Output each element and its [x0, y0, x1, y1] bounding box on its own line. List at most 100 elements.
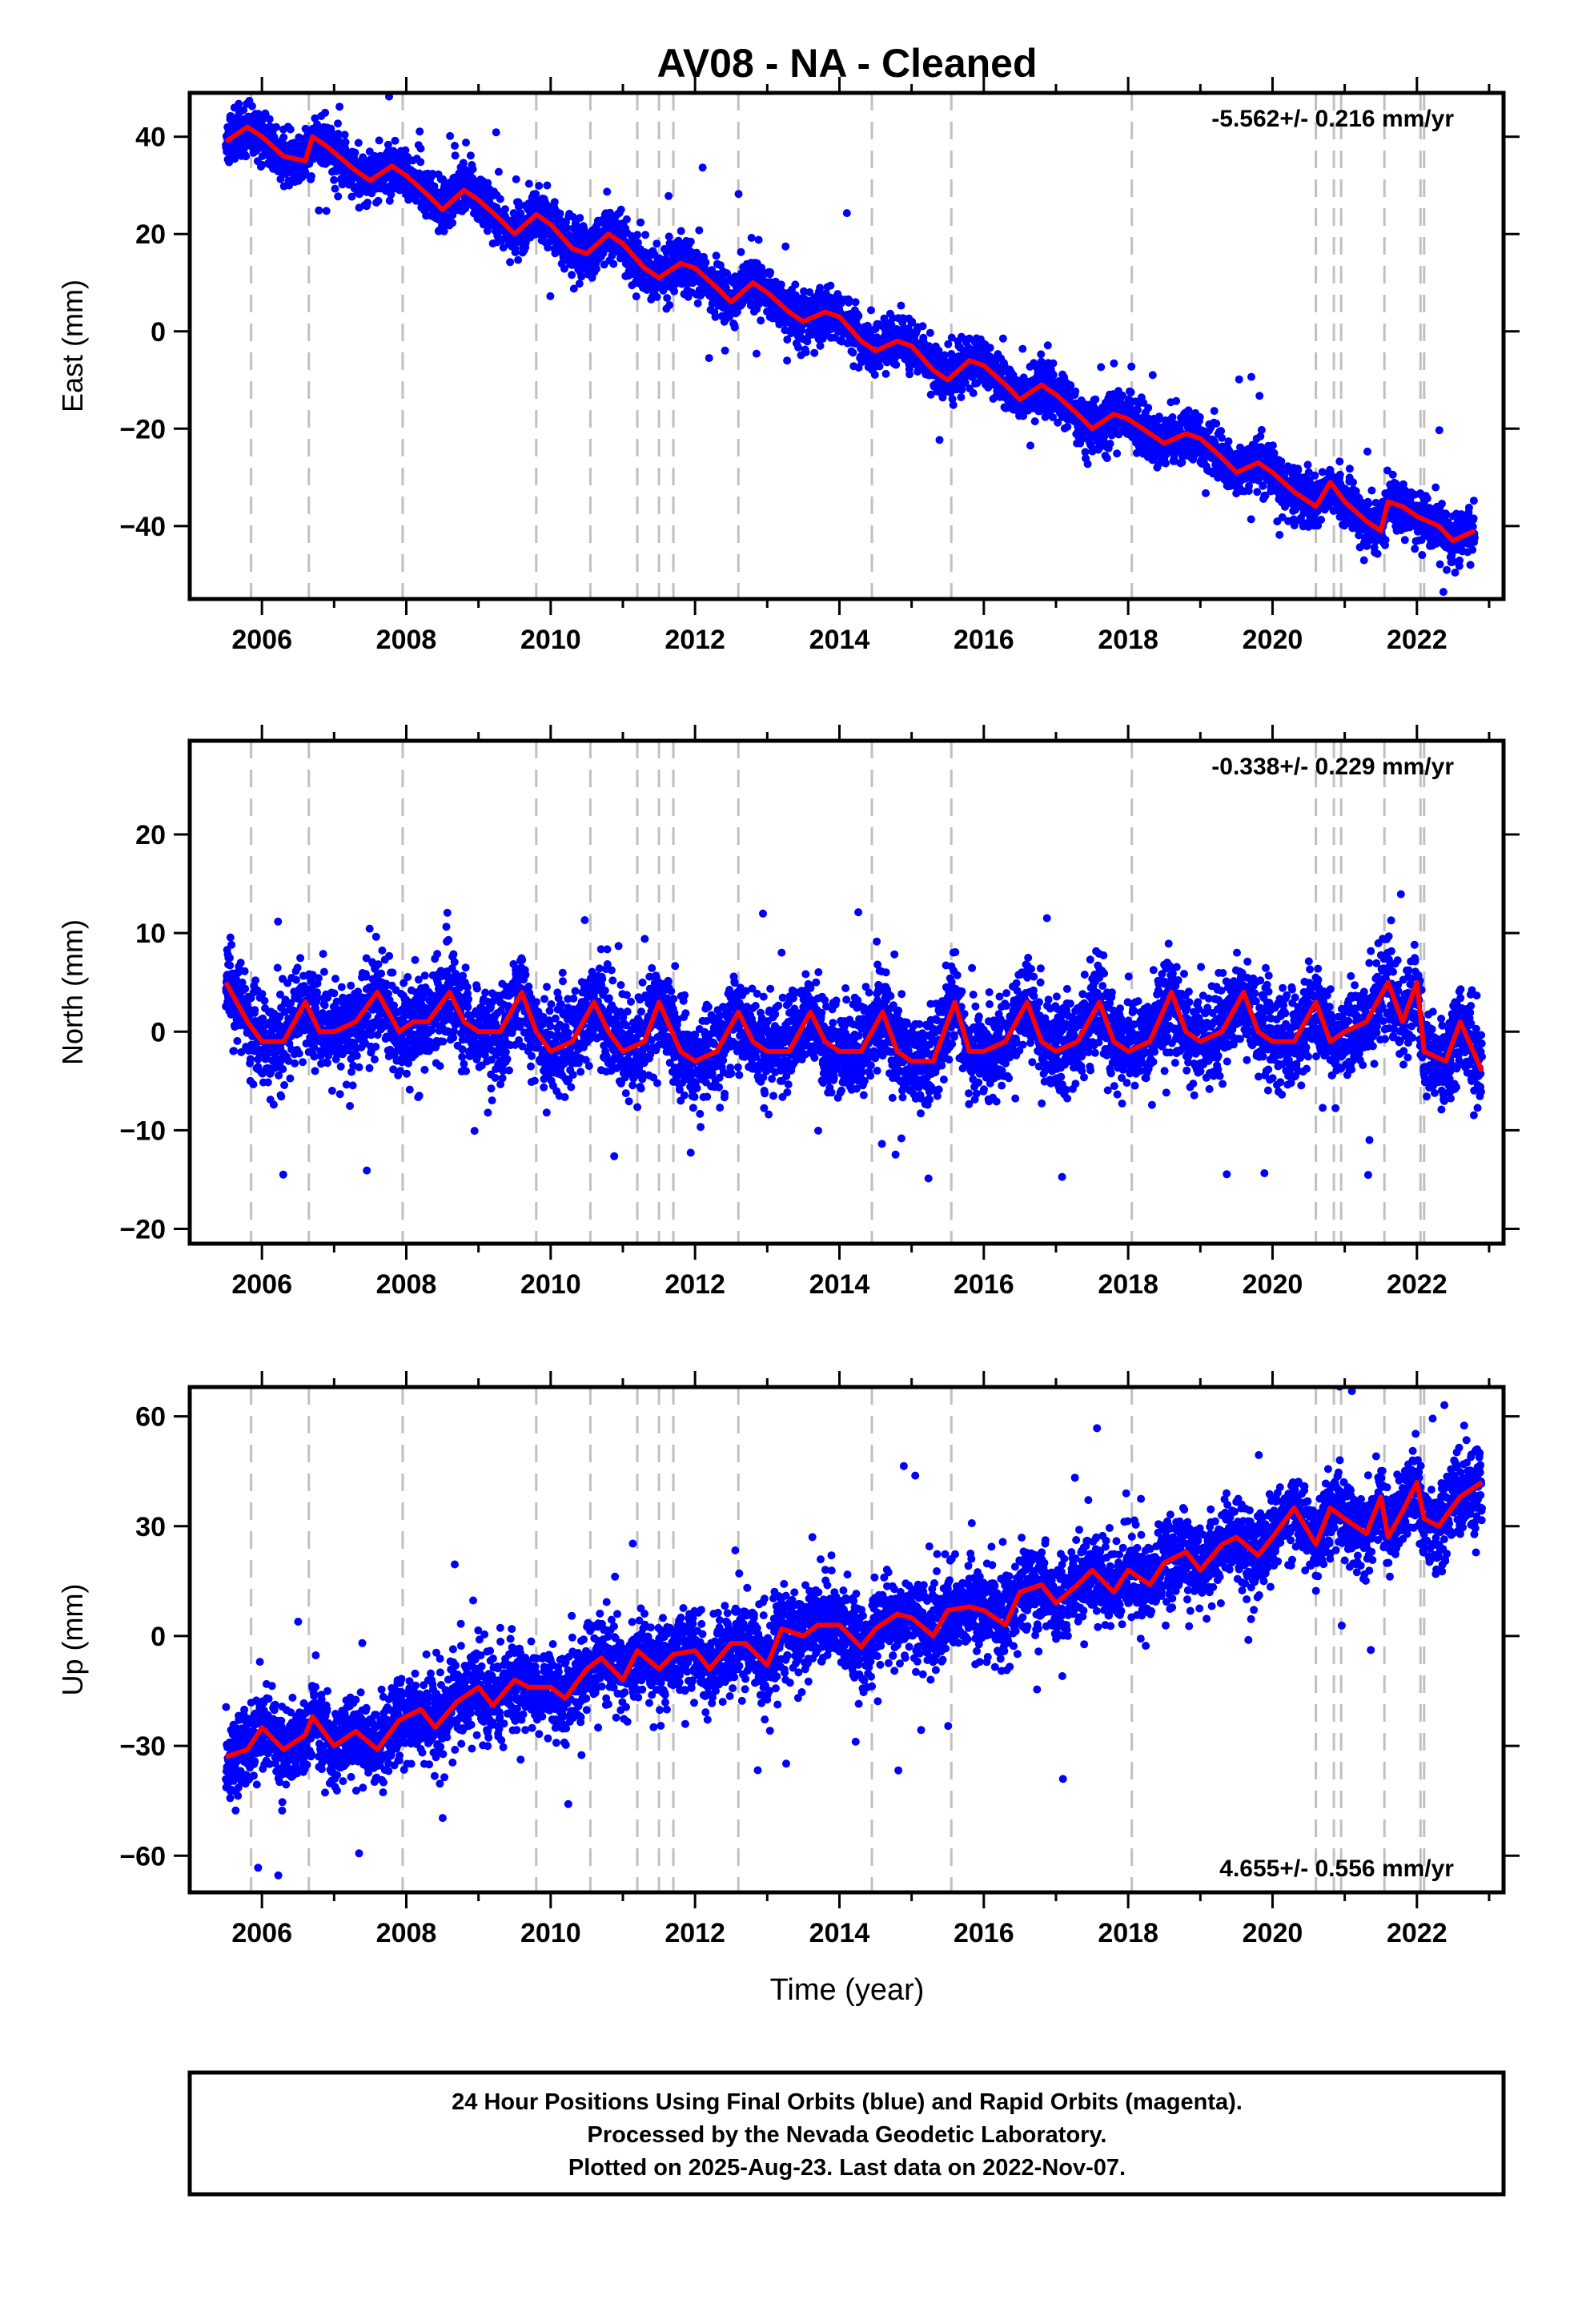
east-point: [1247, 372, 1255, 381]
east-point: [385, 196, 394, 205]
east-point: [973, 379, 982, 388]
east-point: [816, 283, 825, 292]
east-point: [810, 348, 819, 357]
east-point: [958, 385, 966, 394]
east-point: [816, 341, 825, 350]
east-point: [416, 158, 425, 167]
east-point: [1256, 432, 1265, 440]
east-point: [496, 195, 504, 203]
east-point: [1224, 437, 1233, 446]
east-point: [462, 139, 470, 147]
east-point: [1290, 515, 1298, 524]
east-point: [747, 234, 756, 242]
east-point: [1218, 433, 1227, 442]
east-point: [494, 167, 503, 176]
east-point: [374, 196, 383, 205]
east-point: [934, 346, 943, 355]
east-point: [440, 227, 448, 235]
east-point: [340, 131, 349, 139]
east-point: [383, 140, 392, 149]
east-point: [712, 251, 721, 260]
east-point: [506, 258, 515, 267]
east-point: [272, 123, 280, 131]
east-point: [1066, 381, 1075, 390]
east-point: [556, 209, 564, 218]
east-point: [448, 219, 457, 227]
east-point: [897, 301, 905, 310]
east-point: [851, 298, 860, 307]
east-point: [1049, 371, 1058, 380]
east-point: [805, 288, 814, 296]
east-point: [1083, 460, 1092, 468]
east-point: [492, 128, 500, 137]
east-point: [576, 214, 584, 223]
east-point: [511, 248, 520, 256]
east-point: [633, 239, 642, 247]
east-point: [451, 142, 459, 150]
east-point: [777, 280, 785, 289]
east-point: [1132, 448, 1141, 457]
chart-title: AV08 - NA - Cleaned: [656, 41, 1037, 86]
east-point: [609, 259, 618, 268]
east-point: [881, 369, 890, 378]
east-point: [766, 268, 775, 276]
east-point: [1290, 521, 1299, 530]
east-point: [961, 379, 970, 387]
east-point: [926, 390, 935, 399]
east-point: [562, 223, 571, 232]
east-point: [670, 287, 679, 296]
east-point: [1268, 441, 1277, 450]
east-point: [752, 349, 761, 358]
east-point: [1261, 492, 1270, 500]
east-point: [363, 199, 372, 207]
east-point: [239, 106, 248, 115]
east-point: [652, 292, 661, 301]
east-point: [783, 356, 792, 365]
east-point: [524, 179, 533, 188]
east-point: [1278, 513, 1287, 521]
east-point: [730, 323, 739, 332]
east-point: [334, 192, 343, 201]
east-point: [737, 247, 745, 256]
east-point: [935, 436, 944, 444]
east-point: [698, 163, 707, 172]
east-point: [387, 190, 396, 199]
east-point: [693, 250, 702, 259]
east-point: [321, 108, 330, 117]
east-point: [867, 306, 875, 315]
east-point: [334, 130, 343, 138]
east-point: [544, 243, 552, 252]
east-point: [757, 316, 765, 325]
east-point: [783, 336, 792, 344]
east-point: [1113, 449, 1122, 458]
east-point: [334, 119, 342, 128]
east-point: [947, 333, 956, 342]
east-point: [1030, 417, 1039, 426]
east-point: [568, 271, 576, 279]
east-point: [1127, 362, 1136, 371]
east-point: [870, 371, 879, 379]
east-point: [603, 187, 612, 196]
east-point: [315, 206, 323, 215]
east-point: [636, 218, 645, 227]
east-point: [311, 114, 319, 123]
east-point: [1106, 440, 1114, 448]
east-point: [375, 136, 383, 145]
east-point: [1245, 481, 1253, 490]
east-point: [247, 102, 256, 111]
east-point: [439, 175, 447, 183]
east-point: [599, 249, 608, 258]
east-point: [331, 184, 339, 193]
east-point: [1255, 392, 1264, 400]
east-point: [1049, 359, 1058, 368]
east-point: [307, 172, 315, 180]
east-point: [351, 148, 359, 157]
east-point: [1081, 448, 1090, 456]
east-point: [949, 400, 958, 409]
east-point: [801, 348, 810, 356]
east-point: [941, 351, 949, 360]
east-point: [705, 354, 713, 363]
east-point: [1253, 488, 1262, 497]
east-point: [359, 153, 367, 162]
